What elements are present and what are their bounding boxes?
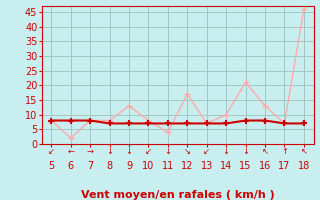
Text: ↓: ↓: [164, 147, 172, 156]
X-axis label: Vent moyen/en rafales ( km/h ): Vent moyen/en rafales ( km/h ): [81, 190, 275, 200]
Text: →: →: [87, 147, 94, 156]
Text: ↙: ↙: [48, 147, 55, 156]
Text: ↖: ↖: [261, 147, 268, 156]
Text: ↙: ↙: [203, 147, 210, 156]
Text: ↑: ↑: [281, 147, 288, 156]
Text: ↓: ↓: [223, 147, 230, 156]
Text: ←: ←: [67, 147, 74, 156]
Text: ↘: ↘: [184, 147, 191, 156]
Text: ↓: ↓: [125, 147, 132, 156]
Text: ↓: ↓: [106, 147, 113, 156]
Text: ↖: ↖: [300, 147, 308, 156]
Text: ↓: ↓: [242, 147, 249, 156]
Text: ↙: ↙: [145, 147, 152, 156]
